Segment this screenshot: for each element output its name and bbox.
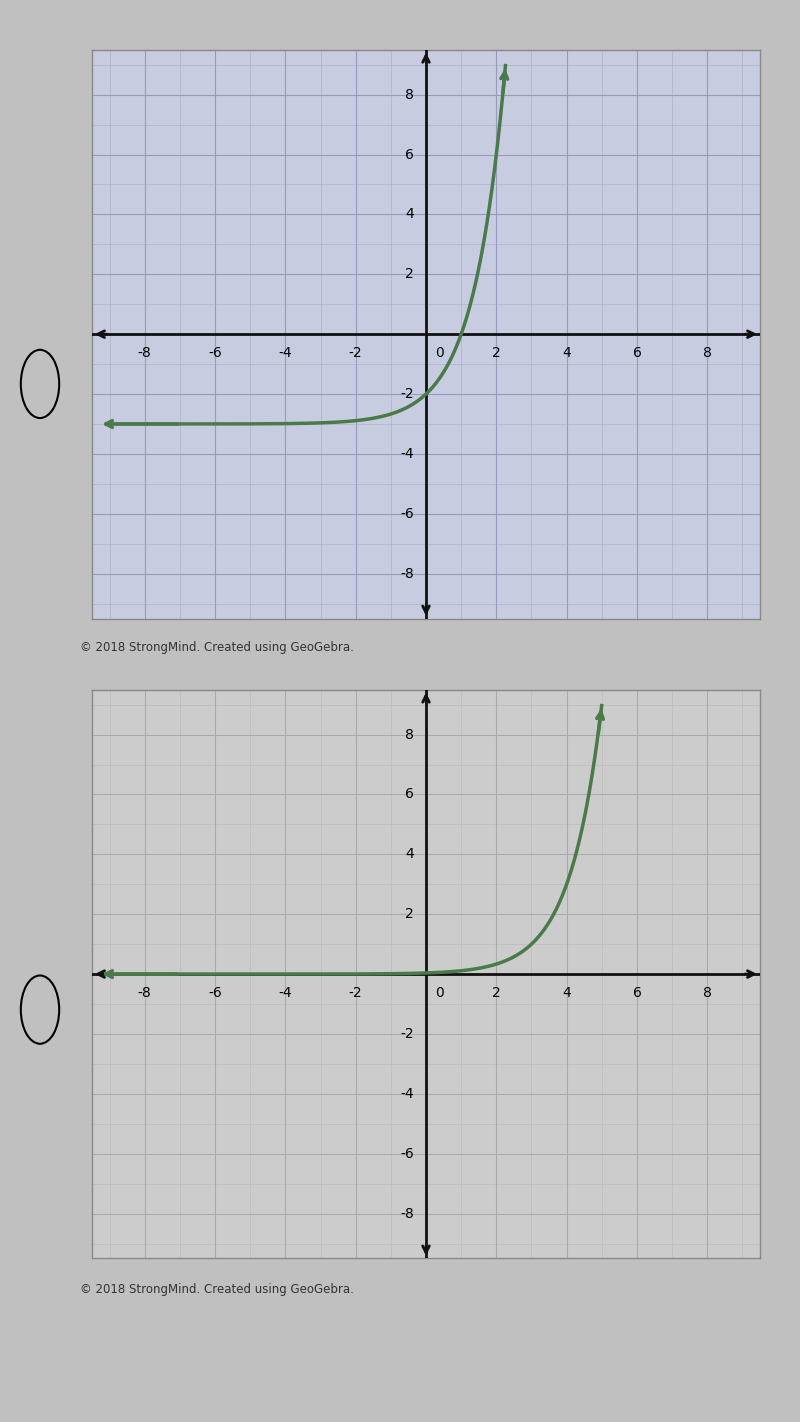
Text: -4: -4 <box>278 985 292 1000</box>
Text: 6: 6 <box>633 346 642 360</box>
Text: © 2018 StrongMind. Created using GeoGebra.: © 2018 StrongMind. Created using GeoGebr… <box>80 640 354 654</box>
Text: 6: 6 <box>633 985 642 1000</box>
Text: -4: -4 <box>400 1086 414 1101</box>
Text: -6: -6 <box>400 1146 414 1160</box>
Text: -2: -2 <box>400 1027 414 1041</box>
Text: 0: 0 <box>434 346 443 360</box>
Text: 2: 2 <box>492 985 501 1000</box>
Text: 6: 6 <box>405 788 414 802</box>
Text: 8: 8 <box>405 88 414 102</box>
Text: -4: -4 <box>278 346 292 360</box>
Text: 4: 4 <box>562 346 571 360</box>
Text: -4: -4 <box>400 447 414 461</box>
Text: 4: 4 <box>562 985 571 1000</box>
Text: 2: 2 <box>405 907 414 921</box>
Text: -2: -2 <box>349 985 362 1000</box>
Text: -2: -2 <box>400 387 414 401</box>
Text: -8: -8 <box>138 985 152 1000</box>
Text: 8: 8 <box>703 346 712 360</box>
Text: -8: -8 <box>138 346 152 360</box>
Text: 4: 4 <box>405 848 414 862</box>
Text: © 2018 StrongMind. Created using GeoGebra.: © 2018 StrongMind. Created using GeoGebr… <box>80 1283 354 1297</box>
Text: -6: -6 <box>400 506 414 520</box>
Text: 6: 6 <box>405 148 414 162</box>
Text: -6: -6 <box>208 985 222 1000</box>
Text: -6: -6 <box>208 346 222 360</box>
Text: -8: -8 <box>400 566 414 580</box>
Text: 2: 2 <box>492 346 501 360</box>
Text: 4: 4 <box>405 208 414 222</box>
Text: 0: 0 <box>434 985 443 1000</box>
Text: -2: -2 <box>349 346 362 360</box>
Text: 8: 8 <box>703 985 712 1000</box>
Text: -8: -8 <box>400 1206 414 1220</box>
Text: 2: 2 <box>405 267 414 282</box>
Text: 8: 8 <box>405 728 414 742</box>
